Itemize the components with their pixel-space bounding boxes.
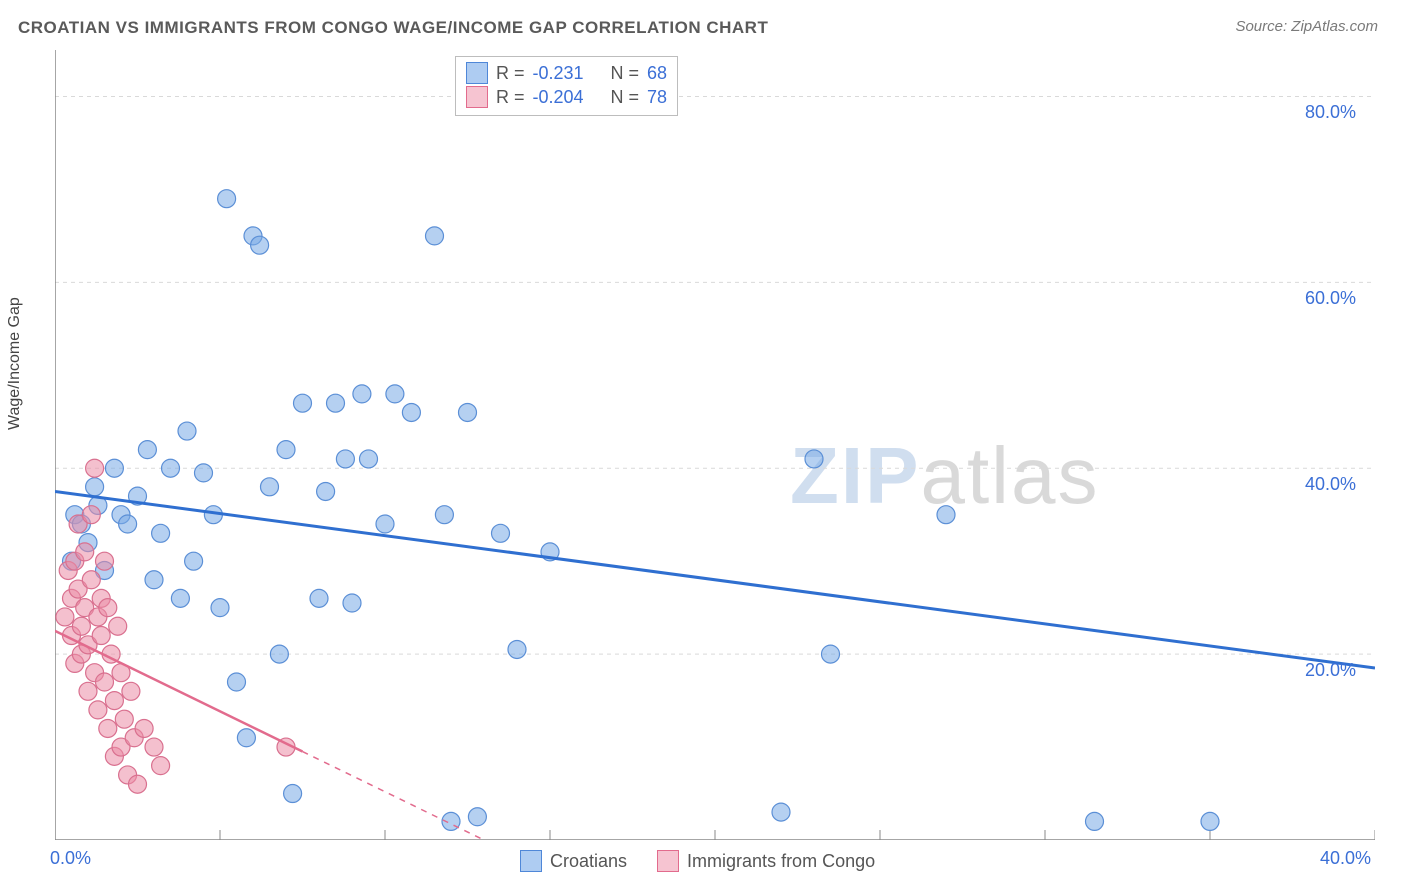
legend-swatch [466, 86, 488, 108]
y-tick-label: 80.0% [1305, 102, 1356, 123]
data-point-croatians [310, 589, 328, 607]
legend-label: Immigrants from Congo [687, 851, 875, 872]
data-point-immigrants-congo [122, 682, 140, 700]
data-point-croatians [435, 506, 453, 524]
data-point-croatians [195, 464, 213, 482]
data-point-croatians [937, 506, 955, 524]
data-point-croatians [86, 478, 104, 496]
data-point-croatians [294, 394, 312, 412]
data-point-croatians [327, 394, 345, 412]
data-point-croatians [343, 594, 361, 612]
y-tick-label: 40.0% [1305, 474, 1356, 495]
data-point-croatians [508, 640, 526, 658]
series-legend: Croatians Immigrants from Congo [520, 850, 875, 872]
data-point-croatians [426, 227, 444, 245]
data-point-immigrants-congo [129, 775, 147, 793]
data-point-croatians [277, 441, 295, 459]
legend-row: R = -0.231 N = 68 [466, 61, 667, 85]
y-axis-label: Wage/Income Gap [6, 297, 24, 430]
data-point-croatians [105, 459, 123, 477]
legend-n-value: 68 [647, 63, 667, 84]
data-point-croatians [360, 450, 378, 468]
data-point-immigrants-congo [109, 617, 127, 635]
legend-swatch [466, 62, 488, 84]
data-point-immigrants-congo [99, 719, 117, 737]
data-point-croatians [492, 524, 510, 542]
data-point-immigrants-congo [92, 627, 110, 645]
data-point-immigrants-congo [96, 552, 114, 570]
trend-line-immigrants-congo-extrapolated [303, 752, 485, 840]
source-attribution: Source: ZipAtlas.com [1235, 18, 1378, 35]
x-tick-label: 0.0% [50, 848, 91, 869]
data-point-croatians [270, 645, 288, 663]
legend-label: Croatians [550, 851, 627, 872]
data-point-croatians [178, 422, 196, 440]
chart-title: CROATIAN VS IMMIGRANTS FROM CONGO WAGE/I… [18, 18, 768, 38]
legend-row: R = -0.204 N = 78 [466, 85, 667, 109]
data-point-croatians [805, 450, 823, 468]
data-point-croatians [251, 236, 269, 254]
data-point-immigrants-congo [105, 692, 123, 710]
trend-line-croatians [55, 491, 1375, 668]
legend-swatch [657, 850, 679, 872]
y-tick-label: 20.0% [1305, 660, 1356, 681]
data-point-immigrants-congo [76, 543, 94, 561]
data-point-croatians [317, 482, 335, 500]
data-point-croatians [228, 673, 246, 691]
legend-item: Croatians [520, 850, 627, 872]
x-tick-label: 40.0% [1320, 848, 1371, 869]
data-point-croatians [402, 403, 420, 421]
legend-item: Immigrants from Congo [657, 850, 875, 872]
data-point-croatians [237, 729, 255, 747]
data-point-croatians [145, 571, 163, 589]
data-point-croatians [211, 599, 229, 617]
data-point-croatians [386, 385, 404, 403]
legend-swatch [520, 850, 542, 872]
data-point-croatians [162, 459, 180, 477]
data-point-immigrants-congo [115, 710, 133, 728]
data-point-croatians [1201, 812, 1219, 830]
data-point-immigrants-congo [56, 608, 74, 626]
data-point-croatians [185, 552, 203, 570]
data-point-croatians [1086, 812, 1104, 830]
legend-n-label: N = [611, 63, 640, 84]
legend-n-label: N = [611, 87, 640, 108]
data-point-croatians [822, 645, 840, 663]
data-point-immigrants-congo [82, 506, 100, 524]
data-point-croatians [138, 441, 156, 459]
y-tick-label: 60.0% [1305, 288, 1356, 309]
data-point-croatians [459, 403, 477, 421]
data-point-croatians [376, 515, 394, 533]
data-point-croatians [119, 515, 137, 533]
correlation-legend: R = -0.231 N = 68 R = -0.204 N = 78 [455, 56, 678, 116]
data-point-immigrants-congo [86, 459, 104, 477]
scatter-plot [55, 50, 1375, 840]
legend-r-label: R = [496, 63, 525, 84]
data-point-croatians [353, 385, 371, 403]
data-point-immigrants-congo [89, 701, 107, 719]
data-point-croatians [171, 589, 189, 607]
data-point-immigrants-congo [135, 719, 153, 737]
data-point-immigrants-congo [96, 673, 114, 691]
data-point-immigrants-congo [152, 757, 170, 775]
data-point-croatians [152, 524, 170, 542]
legend-n-value: 78 [647, 87, 667, 108]
data-point-immigrants-congo [99, 599, 117, 617]
data-point-croatians [218, 190, 236, 208]
data-point-immigrants-congo [79, 682, 97, 700]
data-point-croatians [336, 450, 354, 468]
legend-r-value: -0.204 [533, 87, 603, 108]
data-point-immigrants-congo [72, 617, 90, 635]
data-point-croatians [284, 785, 302, 803]
data-point-immigrants-congo [145, 738, 163, 756]
data-point-immigrants-congo [82, 571, 100, 589]
legend-r-value: -0.231 [533, 63, 603, 84]
legend-r-label: R = [496, 87, 525, 108]
data-point-croatians [261, 478, 279, 496]
data-point-croatians [772, 803, 790, 821]
data-point-croatians [468, 808, 486, 826]
